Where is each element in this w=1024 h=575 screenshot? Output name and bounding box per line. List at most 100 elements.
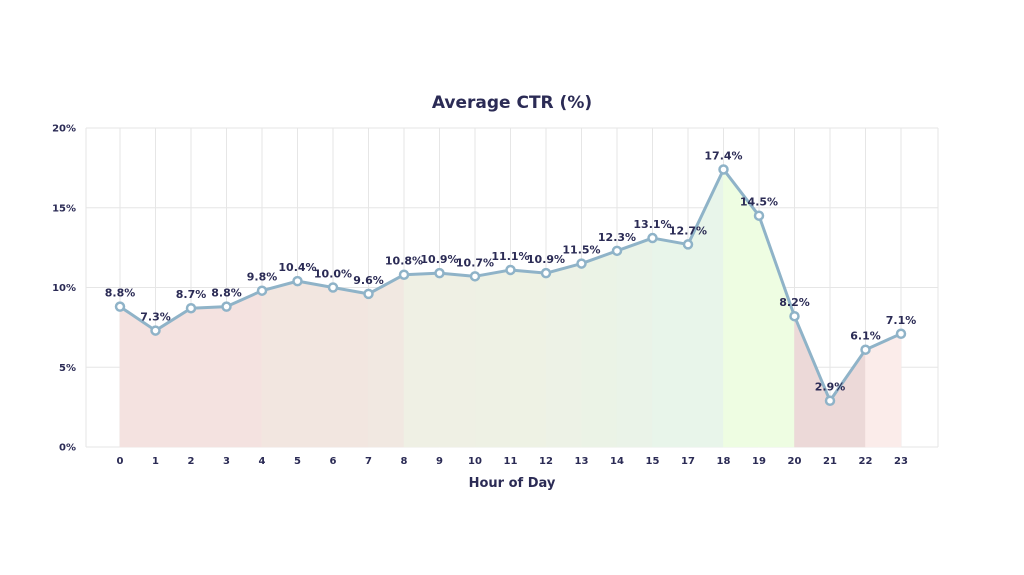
data-label: 10.8%: [385, 255, 423, 268]
area-segment: [261, 280, 298, 448]
x-tick-label: 14: [610, 456, 624, 467]
data-point: [505, 264, 516, 276]
x-tick-label: 7: [365, 456, 372, 467]
x-tick-label: 1: [152, 456, 159, 467]
area-segment: [368, 274, 405, 448]
data-point: [647, 232, 658, 244]
data-point: [824, 395, 836, 406]
data-label: 2.9%: [815, 381, 846, 394]
data-point: [256, 285, 268, 296]
data-point: [434, 267, 445, 279]
chart-title: Average CTR (%): [432, 93, 592, 113]
x-tick-label: 11: [504, 456, 518, 467]
data-label: 11.5%: [562, 244, 600, 257]
data-point: [789, 310, 800, 322]
data-label: 17.4%: [704, 149, 742, 162]
area-segment: [190, 306, 227, 448]
area-segment: [829, 348, 866, 448]
data-point: [718, 164, 729, 175]
area-segment: [865, 333, 902, 448]
x-tick-label: 13: [575, 456, 589, 467]
x-tick-label: 2: [188, 456, 195, 467]
x-tick-label: 21: [823, 456, 837, 467]
data-label: 7.1%: [886, 314, 917, 327]
data-point: [292, 275, 303, 287]
data-point: [611, 245, 623, 257]
x-tick-label: 18: [717, 456, 731, 467]
data-label: 13.1%: [633, 218, 671, 231]
area-segment: [652, 237, 689, 448]
x-axis-ticks: 0 1 2 3 4 5 6 7 8 9 10 11 12 13 14 15 17 18 19 20 21 22 23: [117, 456, 908, 467]
data-points: [114, 164, 907, 406]
data-label: 10.7%: [456, 256, 494, 269]
data-point: [682, 239, 694, 250]
data-label: 6.1%: [850, 330, 881, 343]
data-label: 10.0%: [314, 268, 352, 281]
data-point: [860, 344, 871, 355]
data-label: 12.3%: [598, 231, 636, 244]
data-point: [895, 328, 907, 340]
data-point: [363, 288, 374, 300]
area-segment: [616, 237, 653, 448]
y-tick-label: 20%: [52, 124, 76, 135]
x-tick-label: 5: [294, 456, 301, 467]
data-label: 14.5%: [740, 196, 778, 209]
data-point: [753, 210, 765, 221]
data-label: 10.9%: [420, 253, 458, 266]
data-label: 8.8%: [211, 287, 242, 300]
area-segment: [581, 250, 618, 448]
y-tick-label: 0%: [59, 443, 76, 454]
data-label: 11.1%: [491, 250, 529, 263]
area-segment: [545, 263, 582, 448]
data-point: [114, 301, 126, 312]
y-tick-label: 10%: [52, 283, 76, 294]
data-point: [185, 302, 197, 314]
x-tick-label: 10: [468, 456, 482, 467]
data-point: [327, 282, 339, 293]
area-segment: [155, 307, 192, 448]
area-segment: [510, 269, 547, 448]
data-label: 12.7%: [669, 224, 707, 237]
data-label: 10.9%: [527, 253, 565, 266]
x-tick-label: 9: [436, 456, 443, 467]
x-axis-label: Hour of Day: [469, 476, 556, 491]
data-point: [398, 269, 410, 280]
data-label: 10.4%: [278, 261, 316, 274]
area-fill: [119, 168, 902, 448]
data-point: [576, 258, 587, 269]
x-tick-label: 3: [223, 456, 230, 467]
area-segment: [332, 287, 369, 448]
data-label: 9.6%: [353, 274, 384, 287]
x-tick-label: 0: [117, 456, 124, 467]
data-point: [540, 267, 552, 279]
data-point: [469, 271, 481, 282]
x-tick-label: 23: [894, 456, 908, 467]
y-axis-ticks: 0% 5% 10% 15% 20%: [52, 124, 76, 454]
area-segment: [439, 272, 476, 448]
area-segment: [403, 272, 440, 448]
data-point: [150, 325, 161, 336]
data-labels: 8.8%7.3%8.7% 8.8%9.8%10.4%10.0% 9.6%10.8%1…: [105, 149, 917, 393]
area-segment: [474, 269, 511, 448]
x-tick-label: 20: [788, 456, 802, 467]
data-label: 8.2%: [779, 296, 810, 309]
x-tick-label: 6: [330, 456, 337, 467]
x-tick-label: 4: [259, 456, 266, 467]
area-segment: [297, 280, 334, 448]
x-tick-label: 22: [859, 456, 873, 467]
x-tick-label: 8: [401, 456, 408, 467]
data-point: [221, 301, 232, 312]
y-tick-label: 15%: [52, 203, 76, 214]
data-label: 7.3%: [140, 311, 171, 324]
x-tick-label: 12: [539, 456, 553, 467]
x-tick-label: 15: [646, 456, 660, 467]
area-segment: [687, 169, 724, 448]
y-tick-label: 5%: [59, 363, 76, 374]
area-segment: [758, 215, 795, 448]
area-segment: [226, 290, 263, 448]
data-label: 9.8%: [247, 271, 278, 284]
x-tick-label: 19: [752, 456, 766, 467]
data-label: 8.8%: [105, 287, 136, 300]
